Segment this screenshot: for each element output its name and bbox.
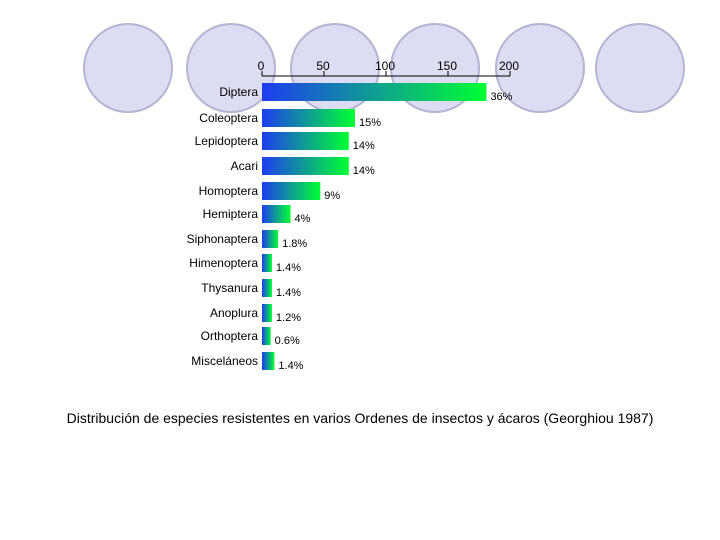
bar-value-label: 1.4% (278, 360, 303, 372)
category-label: Coleoptera (199, 111, 258, 125)
bar-value-label: 1.2% (276, 312, 301, 324)
bar (262, 157, 349, 175)
bar-value-label: 1.4% (276, 287, 301, 299)
bar-value-label: 9% (324, 190, 340, 202)
bar (262, 230, 279, 248)
category-label: Himenoptera (189, 256, 258, 270)
category-label: Lepidoptera (195, 134, 259, 148)
category-label: Anoplura (210, 306, 258, 320)
decor-circle (83, 23, 173, 113)
category-label: Homoptera (199, 184, 259, 198)
chart-caption: Distribución de especies resistentes en … (66, 410, 654, 426)
bar (262, 83, 487, 101)
category-label: Diptera (219, 85, 258, 99)
bar (262, 182, 321, 200)
bar-value-label: 14% (353, 140, 375, 152)
category-label: Thysanura (201, 281, 258, 295)
decor-circle (186, 23, 276, 113)
bar-value-label: 15% (359, 117, 381, 129)
bar-series: Diptera 36% Coleoptera 15% Lepidoptera 14% Aca… (187, 83, 513, 372)
decor-circle (595, 23, 685, 113)
category-label: Siphonaptera (187, 232, 259, 246)
bar (262, 279, 272, 297)
x-tick-label: 100 (375, 59, 395, 73)
category-label: Acari (231, 159, 258, 173)
x-tick-label: 50 (316, 59, 330, 73)
bar (262, 327, 271, 345)
bar (262, 254, 272, 272)
bar (262, 352, 275, 370)
bar-chart: 0 50 100 150 200 Diptera 36% Coleoptera 15% Lepi… (187, 59, 520, 372)
bar (262, 109, 355, 127)
bar-value-label: 36% (490, 91, 512, 103)
x-tick-label: 150 (437, 59, 457, 73)
bar-value-label: 1.8% (282, 238, 307, 250)
bar-value-label: 1.4% (276, 262, 301, 274)
decor-circle (495, 23, 585, 113)
bar (262, 132, 349, 150)
bar (262, 205, 291, 223)
x-axis: 0 50 100 150 200 (258, 59, 519, 77)
category-label: Misceláneos (191, 354, 258, 368)
bar (262, 304, 272, 322)
bar-value-label: 0.6% (275, 335, 300, 347)
bar-value-label: 4% (295, 213, 311, 225)
category-label: Orthoptera (201, 329, 259, 343)
bar-value-label: 14% (353, 165, 375, 177)
category-label: Hemiptera (203, 207, 259, 221)
x-tick-label: 200 (499, 59, 519, 73)
x-tick-label: 0 (258, 59, 265, 73)
